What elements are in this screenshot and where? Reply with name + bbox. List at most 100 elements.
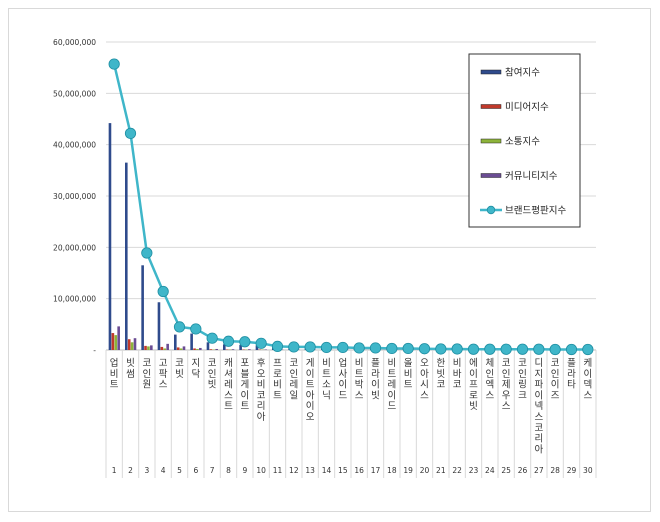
x-rank-label: 7 [210,466,215,475]
x-label-char: 빗 [175,369,184,380]
x-label-char: 아 [534,444,543,455]
x-label-char: 코 [436,380,445,391]
x-label-char: 바 [453,369,462,380]
bar-미디어지수-9 [242,349,245,350]
x-label-char: 썸 [126,369,135,380]
x-label-char: 트 [240,401,249,412]
x-label-char: 오 [306,412,315,423]
bar-미디어지수-7 [209,349,213,350]
bar-소통지수-8 [228,349,232,350]
bar-커뮤니티지수-6 [199,347,202,350]
x-label-char: 빗 [208,380,217,391]
x-label-char: 오 [420,358,429,369]
x-label-char: 제 [502,380,511,391]
x-label-char: 업 [110,357,119,369]
x-rank-label: 17 [371,466,381,475]
chart-frame [8,8,651,512]
x-label-char: 인 [289,369,298,380]
brand-index-point-17 [369,342,382,354]
x-category-label: 고팍스 [159,358,168,391]
bar-커뮤니티지수-10 [264,349,267,350]
x-label-char: 블 [240,369,249,380]
bar-참여지수-7 [206,342,210,350]
x-label-char: 캐 [224,358,233,369]
brand-index-point-26 [516,343,529,355]
bar-미디어지수-10 [258,349,262,350]
x-label-char: 일 [289,390,298,401]
x-label-char: 디 [534,358,543,369]
bar-커뮤니티지수-8 [231,349,235,350]
x-label-char: 우 [502,390,511,401]
x-label-char: 빗 [436,369,445,380]
x-label-char: 아 [306,390,315,401]
x-label-char: 드 [338,390,347,401]
x-rank-label: 13 [305,466,315,475]
x-label-char: 덱 [583,380,592,391]
x-label-char: 이 [469,369,478,380]
x-rank-label: 18 [387,466,397,475]
brand-index-point-6 [190,323,202,335]
brand-index-point-4 [157,285,169,298]
x-label-char: 인 [518,369,527,380]
x-label-char: 넥 [534,401,543,412]
bar-커뮤니티지수-9 [248,349,251,350]
brand-index-point-18 [386,342,398,355]
x-label-char: 스 [534,412,543,423]
brand-index-point-2 [124,127,137,139]
x-label-char: 인 [208,369,217,380]
x-label-char: 라 [567,369,576,380]
x-label-char: 빗 [126,358,135,369]
bar-커뮤니티지수-1 [117,326,120,350]
x-label-char: 트 [355,369,364,380]
legend-label-참여지수: 참여지수 [505,67,540,79]
x-category-label: 지닥 [191,358,200,380]
x-label-char: 이 [583,369,592,380]
x-label-char: 트 [110,380,119,391]
x-label-char: 트 [387,369,396,380]
x-rank-label: 4 [161,466,166,475]
x-rank-label: 12 [289,466,299,475]
brand-index-point-8 [222,335,235,347]
bar-커뮤니티지수-3 [150,345,153,350]
x-label-char: 비 [404,369,413,380]
x-label-char: 프 [469,380,478,391]
x-label-char: 스 [224,390,233,401]
legend-swatch-미디어지수 [480,104,502,109]
bar-소통지수-4 [163,348,167,350]
brand-index-point-21 [435,343,447,355]
brand-index-point-25 [500,343,512,355]
x-label-char: 아 [257,412,266,423]
x-rank-label: 26 [518,466,528,475]
x-label-char: 트 [224,401,233,412]
bar-미디어지수-3 [144,345,147,350]
x-label-char: 트 [322,369,331,380]
x-label-char: 로 [273,369,282,380]
x-label-char: 트 [306,380,315,391]
bar-소통지수-7 [212,349,216,350]
x-label-char: 포 [240,358,249,369]
x-category-label: 빗썸 [126,358,135,380]
brand-index-point-9 [239,336,251,348]
x-rank-label: 8 [226,466,231,475]
x-category-label: 코빗 [175,358,184,380]
brand-index-point-27 [533,343,545,355]
x-label-char: 이 [240,390,249,401]
brand-index-point-20 [418,343,431,355]
brand-index-point-10 [255,337,267,349]
legend-label-커뮤니티지수: 커뮤니티지수 [505,171,558,182]
x-label-char: 레 [387,380,396,391]
x-label-char: 엑 [485,379,494,391]
x-rank-label: 10 [256,466,266,475]
legend-swatch-참여지수 [480,69,502,75]
y-tick-label: 50,000,000 [53,89,96,98]
x-label-char: 스 [583,390,592,401]
x-label-char: 링 [518,379,527,391]
